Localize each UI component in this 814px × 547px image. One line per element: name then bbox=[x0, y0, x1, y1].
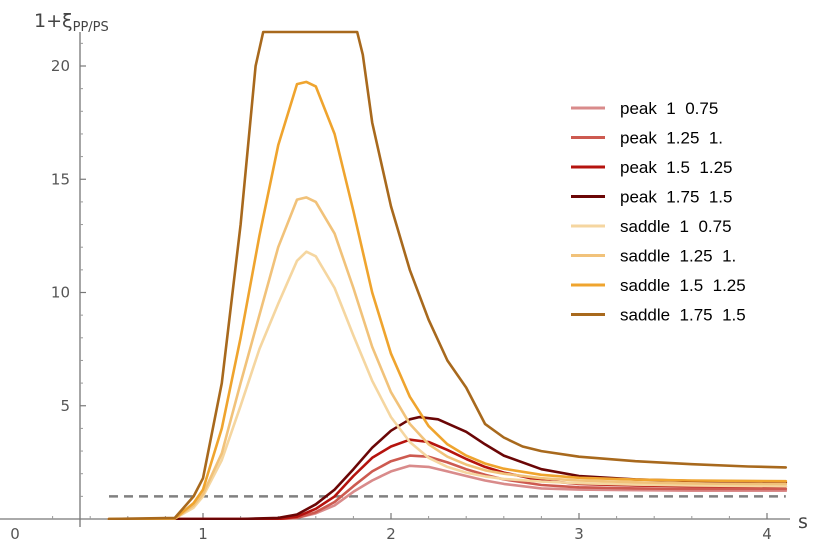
series-line bbox=[107, 464, 788, 520]
legend-label: saddle 1.75 1.5 bbox=[620, 306, 746, 325]
x-tick-label: 0 bbox=[10, 525, 20, 543]
series-layer bbox=[107, 30, 788, 520]
legend-label: peak 1.75 1.5 bbox=[620, 188, 732, 207]
y-tick-label: 20 bbox=[51, 57, 70, 75]
legend-label: saddle 1 0.75 bbox=[620, 217, 732, 236]
series-line bbox=[107, 250, 788, 520]
legend-label: saddle 1.25 1. bbox=[620, 247, 736, 266]
legend-label: saddle 1.5 1.25 bbox=[620, 276, 746, 295]
y-axis-label: 1+ξPP/PS bbox=[34, 10, 109, 35]
legend-label: peak 1.25 1. bbox=[620, 129, 723, 148]
x-axis-label: s bbox=[798, 511, 808, 533]
x-tick-label: 3 bbox=[574, 525, 584, 543]
series-line bbox=[107, 80, 788, 520]
y-axis-label-main: 1+ξ bbox=[34, 10, 73, 32]
x-tick-label: 2 bbox=[386, 525, 396, 543]
y-tick-label: 10 bbox=[51, 284, 70, 302]
y-ticks: 5 10 15 20 bbox=[51, 42, 86, 497]
y-tick-label: 15 bbox=[51, 170, 70, 188]
legend-label: peak 1.5 1.25 bbox=[620, 158, 732, 177]
y-tick-label: 5 bbox=[60, 397, 70, 415]
series-line bbox=[107, 30, 788, 520]
series-line bbox=[107, 196, 788, 520]
legend-label: peak 1 0.75 bbox=[620, 99, 718, 118]
y-axis-label-sub: PP/PS bbox=[73, 20, 109, 35]
legend: peak 1 0.75 peak 1.25 1. peak 1.5 1.25 peak… bbox=[571, 99, 746, 325]
x-tick-label: 1 bbox=[198, 525, 208, 543]
x-tick-label: 4 bbox=[762, 525, 772, 543]
